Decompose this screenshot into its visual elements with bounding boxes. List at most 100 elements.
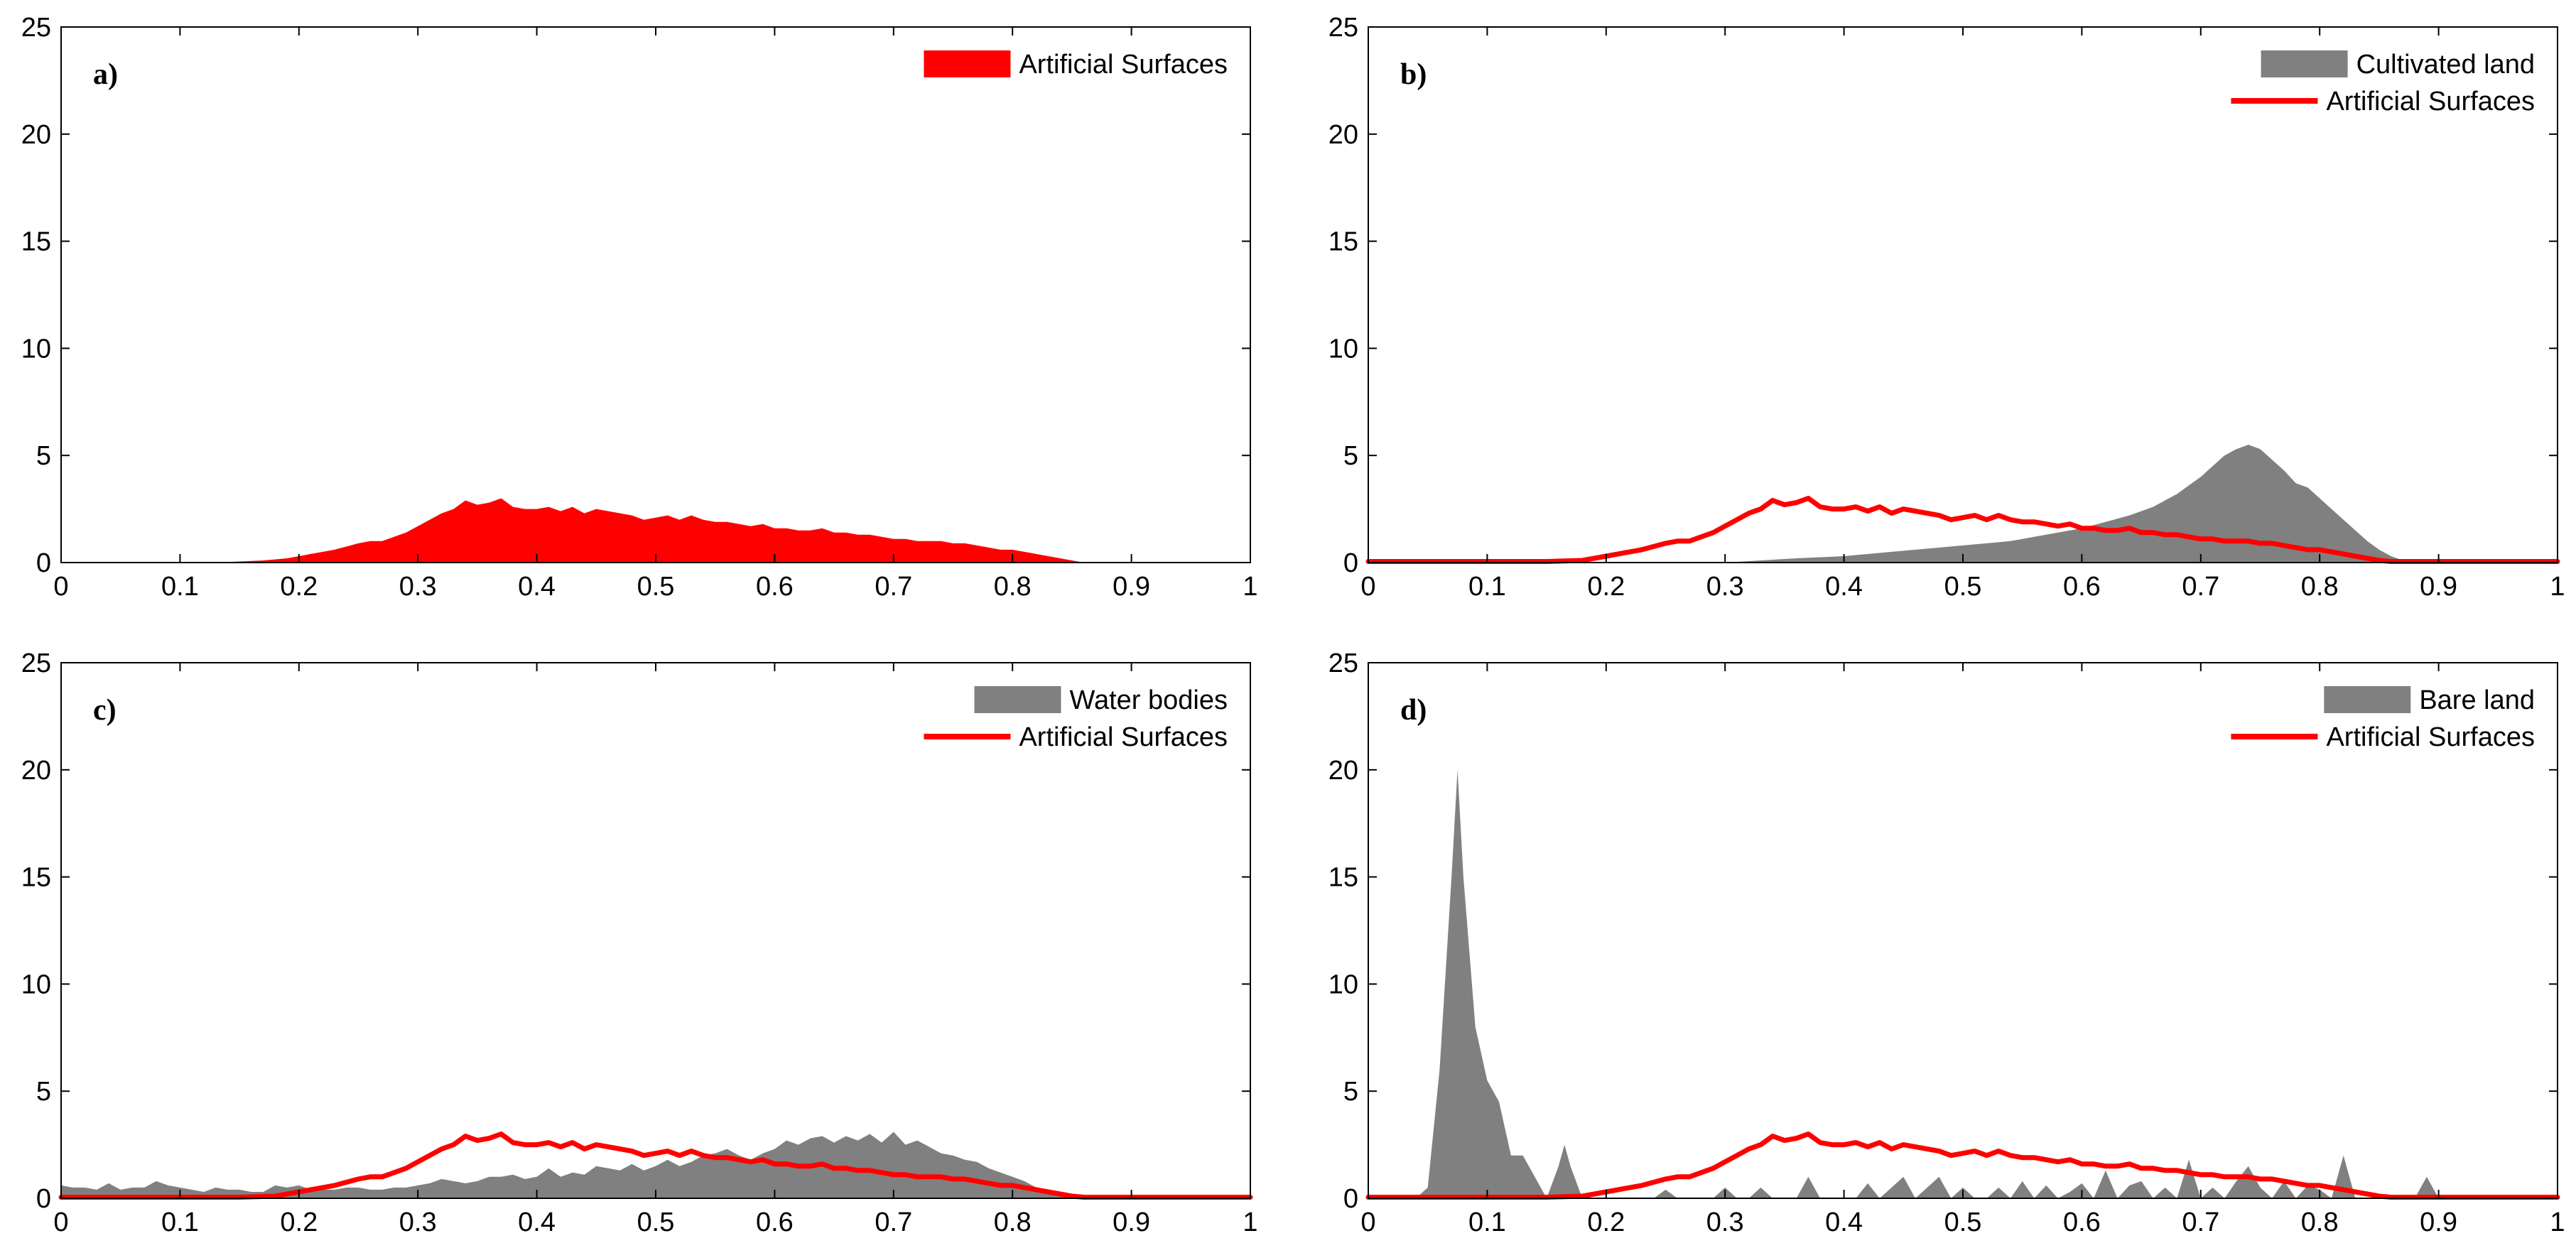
legend: Bare land Artificial Surfaces — [2231, 685, 2535, 752]
series-area-1 — [1725, 445, 2415, 563]
x-tick-label: 0 — [53, 572, 68, 602]
x-tick-label: 0.3 — [399, 572, 437, 602]
x-tick-label: 0.4 — [1825, 1208, 1863, 1237]
chart-panel-4: 0 0.1 0.2 0.3 0.4 0.5 0.6 0.7 0.8 0.9 10510152025d… — [1328, 649, 2565, 1237]
y-tick-label: 10 — [1328, 970, 1358, 999]
x-tick-label: 0.4 — [518, 1208, 556, 1237]
x-tick-label: 0 — [1360, 572, 1375, 602]
x-tick-label: 1 — [2550, 572, 2565, 602]
legend-swatch — [2324, 686, 2411, 713]
legend-swatch — [974, 686, 1061, 713]
x-tick-label: 0.3 — [399, 1208, 437, 1237]
x-tick-label: 0.9 — [1113, 572, 1150, 602]
y-tick-label: 10 — [21, 970, 51, 999]
x-tick-label: 0.5 — [637, 572, 675, 602]
chart-panel-1: 0 0.1 0.2 0.3 0.4 0.5 0.6 0.7 0.8 0.9 10510152025a… — [21, 13, 1258, 602]
x-tick-label: 1 — [2550, 1208, 2565, 1237]
y-tick-label: 15 — [1328, 227, 1358, 257]
y-tick-label: 5 — [1343, 1077, 1358, 1107]
panel-label: a) — [93, 58, 118, 91]
x-tick-label: 0.7 — [875, 1208, 912, 1237]
y-tick-label: 15 — [21, 227, 51, 257]
legend: Cultivated land Artificial Surfaces — [2231, 50, 2535, 116]
x-tick-label: 0.5 — [1944, 572, 1982, 602]
chart-panel-2: 0 0.1 0.2 0.3 0.4 0.5 0.6 0.7 0.8 0.9 10510152025b… — [1328, 13, 2565, 602]
plot-area — [1368, 663, 2558, 1198]
y-tick-label: 5 — [1343, 441, 1358, 471]
legend-label: Artificial Surfaces — [1019, 722, 1228, 752]
legend-label: Bare land — [2419, 685, 2535, 715]
x-tick-label: 0.6 — [2063, 1208, 2101, 1237]
x-tick-label: 0.1 — [161, 572, 199, 602]
x-tick-label: 0 — [53, 1208, 68, 1237]
y-tick-label: 0 — [1343, 548, 1358, 578]
x-tick-label: 0.2 — [280, 1208, 318, 1237]
plot-area — [1368, 27, 2558, 563]
legend: Water bodies Artificial Surfaces — [924, 685, 1228, 752]
x-tick-label: 0.4 — [1825, 572, 1863, 602]
legend-label: Artificial Surfaces — [2326, 87, 2535, 116]
y-tick-label: 5 — [36, 1077, 51, 1107]
y-tick-label: 10 — [1328, 334, 1358, 364]
x-tick-label: 0.9 — [1113, 1208, 1150, 1237]
series-line-2 — [1365, 496, 2560, 564]
plot-area — [61, 663, 1250, 1198]
x-tick-label: 0.8 — [994, 1208, 1032, 1237]
legend-label: Artificial Surfaces — [2326, 722, 2535, 752]
plot-area — [61, 27, 1250, 563]
legend-label: Cultivated land — [2356, 50, 2535, 80]
legend-label: Artificial Surfaces — [1019, 50, 1228, 80]
x-tick-label: 0.2 — [280, 572, 318, 602]
x-tick-label: 0.3 — [1706, 572, 1744, 602]
y-tick-label: 0 — [36, 1184, 51, 1214]
x-tick-label: 0.8 — [994, 572, 1032, 602]
x-tick-label: 0.2 — [1587, 572, 1625, 602]
y-tick-label: 25 — [1328, 13, 1358, 43]
chart-panel-3: 0 0.1 0.2 0.3 0.4 0.5 0.6 0.7 0.8 0.9 10510152025c… — [21, 649, 1258, 1237]
legend-swatch — [924, 50, 1011, 77]
y-tick-label: 0 — [36, 548, 51, 578]
x-tick-label: 1 — [1243, 572, 1257, 602]
x-tick-label: 0.2 — [1587, 1208, 1625, 1237]
x-tick-label: 0.8 — [2301, 1208, 2339, 1237]
legend-swatch — [2261, 50, 2348, 77]
y-tick-label: 20 — [1328, 120, 1358, 150]
x-tick-label: 0.1 — [161, 1208, 199, 1237]
series-area-1 — [215, 498, 1084, 563]
x-tick-label: 0.5 — [1944, 1208, 1982, 1237]
x-tick-label: 0.7 — [2182, 572, 2219, 602]
y-tick-label: 15 — [21, 863, 51, 893]
y-tick-label: 15 — [1328, 863, 1358, 893]
x-tick-label: 0.1 — [1468, 572, 1506, 602]
x-tick-label: 0.6 — [2063, 572, 2101, 602]
x-tick-label: 0.1 — [1468, 1208, 1506, 1237]
y-tick-label: 20 — [21, 120, 51, 150]
panel-label: b) — [1400, 58, 1427, 91]
y-tick-label: 5 — [36, 441, 51, 471]
y-tick-label: 25 — [21, 649, 51, 678]
panel-label: d) — [1400, 694, 1427, 727]
y-tick-label: 20 — [21, 756, 51, 786]
legend-label: Water bodies — [1070, 685, 1228, 715]
series-area-1 — [61, 1132, 1072, 1198]
x-tick-label: 0.9 — [2420, 572, 2457, 602]
x-tick-label: 0.6 — [756, 1208, 794, 1237]
y-tick-label: 10 — [21, 334, 51, 364]
y-tick-label: 20 — [1328, 756, 1358, 786]
x-tick-label: 0.8 — [2301, 572, 2339, 602]
y-tick-label: 25 — [21, 13, 51, 43]
legend: Artificial Surfaces — [924, 50, 1228, 80]
panel-label: c) — [93, 694, 117, 727]
series-line-2 — [58, 1132, 1253, 1200]
x-tick-label: 0.4 — [518, 572, 556, 602]
x-tick-label: 0.7 — [875, 572, 912, 602]
y-tick-label: 25 — [1328, 649, 1358, 678]
x-tick-label: 0.5 — [637, 1208, 675, 1237]
x-tick-label: 0.6 — [756, 572, 794, 602]
x-tick-label: 0.7 — [2182, 1208, 2219, 1237]
series-line-2 — [1365, 1132, 2560, 1200]
x-tick-label: 1 — [1243, 1208, 1257, 1237]
x-tick-label: 0.3 — [1706, 1208, 1744, 1237]
y-tick-label: 0 — [1343, 1184, 1358, 1214]
